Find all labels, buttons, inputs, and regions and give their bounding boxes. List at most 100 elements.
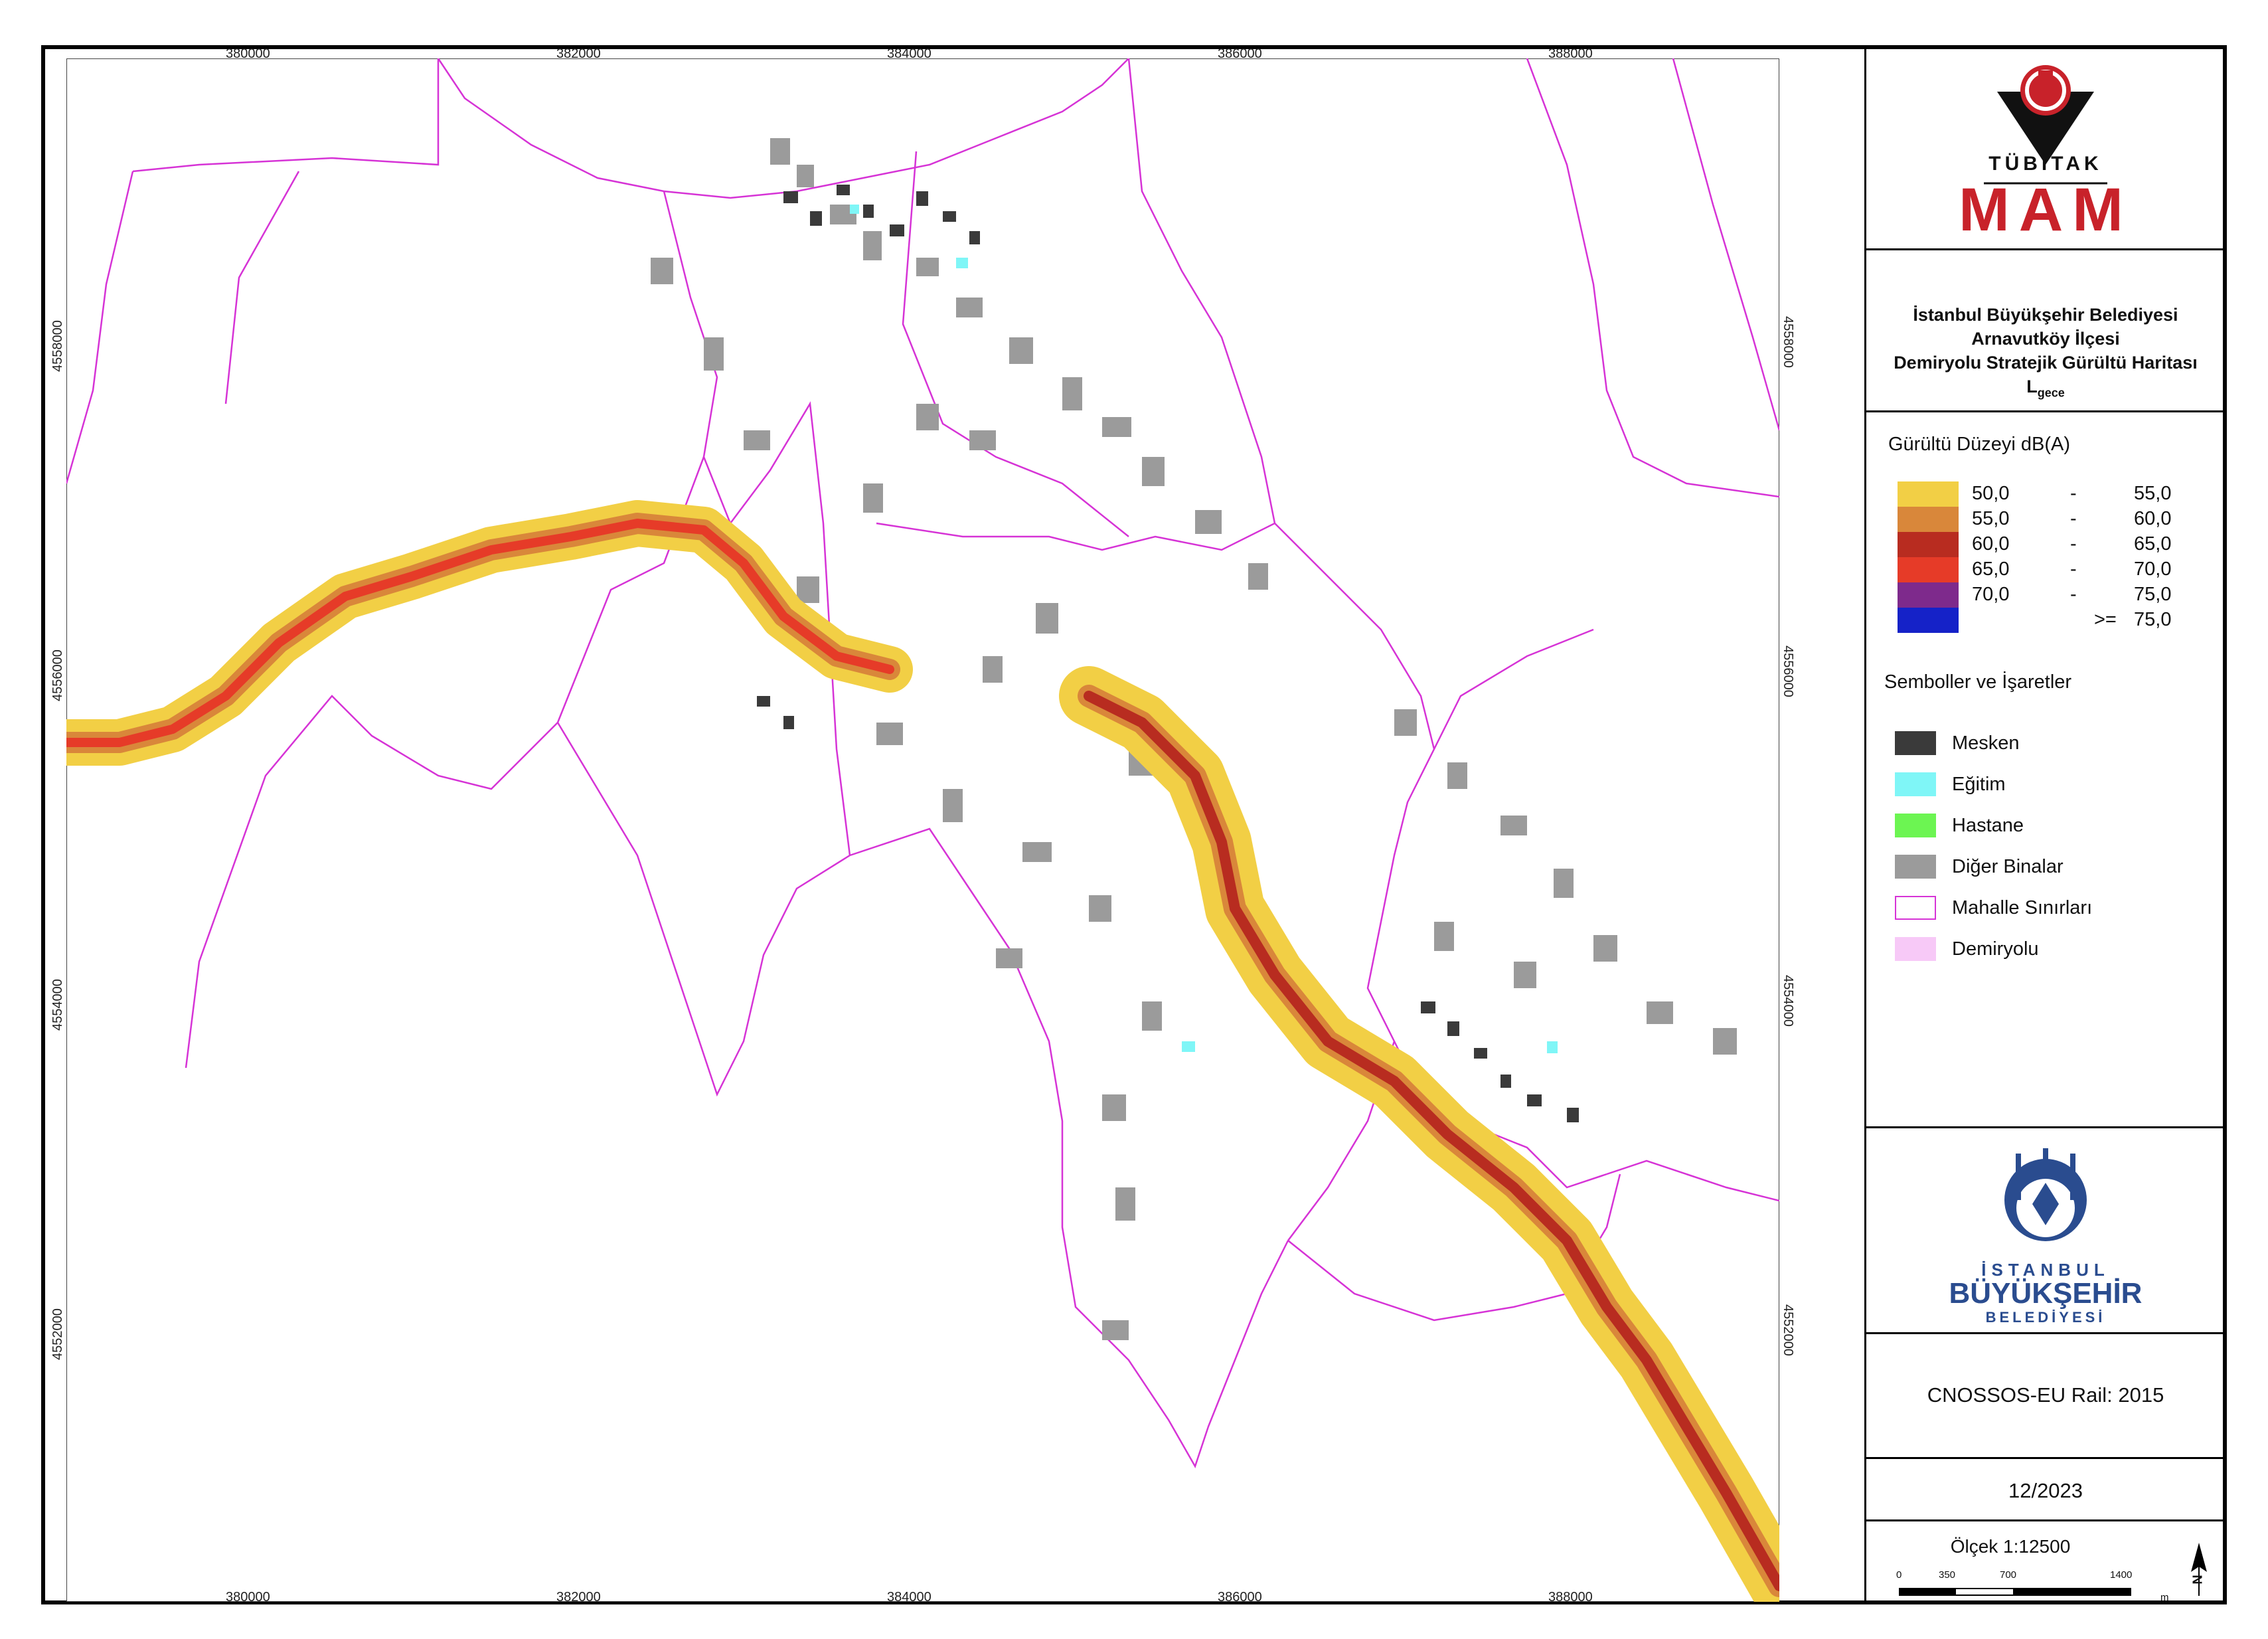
x-tick-bottom: 382000 [556, 1590, 601, 1604]
education-swatch [1895, 772, 1936, 796]
range-low: 65,0 [1972, 559, 2010, 580]
range-low: 70,0 [1972, 584, 2010, 605]
noise-range-row: 50,0 - 55,0 [1898, 481, 2203, 507]
ibb-emblem-icon [2004, 1148, 2087, 1241]
x-tick-bottom: 386000 [1218, 1590, 1262, 1604]
x-tick-bottom: 380000 [226, 1590, 270, 1604]
noise-swatch [1898, 481, 1959, 507]
range-low: 50,0 [1972, 483, 2010, 504]
noise-swatch [1898, 557, 1959, 582]
title-metric: L [2026, 377, 2038, 396]
noise-range-row: 60,0 - 65,0 [1898, 532, 2203, 557]
outer-frame [41, 45, 2227, 1604]
title-line-1: İstanbul Büyükşehir Belediyesi [1913, 305, 2178, 325]
y-tick-left: 4556000 [50, 649, 65, 701]
symbol-label: Eğitim [1952, 774, 2006, 795]
ibb-logo-block: İSTANBUL BÜYÜKŞEHİR BELEDİYESİ [1864, 1126, 2227, 1332]
range-sep: >= [2094, 609, 2117, 630]
x-tick-top: 384000 [887, 46, 932, 61]
ibb-line-2: BÜYÜKŞEHİR [1949, 1277, 2143, 1310]
title-line-3: Demiryolu Stratejik Gürültü Haritası [1894, 353, 2198, 373]
tubitak-emblem-icon [1984, 65, 2107, 185]
boundary-swatch [1895, 896, 1936, 920]
legend-block: Gürültü Düzeyi dB(A) 50,0 - 55,0 55,0 - … [1864, 410, 2227, 1126]
x-tick-top: 388000 [1548, 46, 1593, 61]
x-tick-bottom: 388000 [1548, 1590, 1593, 1604]
range-high: 75,0 [2134, 609, 2172, 630]
noise-swatch [1898, 507, 1959, 532]
y-tick-right: 4554000 [1781, 975, 1795, 1027]
x-tick-bottom: 384000 [887, 1590, 932, 1604]
range-sep: - [2070, 483, 2077, 504]
title-line-2: Arnavutköy İlçesi [1971, 329, 2120, 349]
range-sep: - [2070, 533, 2077, 555]
railway-noise-west [66, 500, 913, 766]
y-tick-right: 4556000 [1781, 646, 1795, 697]
noise-range-row: >= 75,0 [1898, 608, 2203, 633]
title-metric-sub: gece [2037, 386, 2065, 400]
range-high: 75,0 [2134, 584, 2172, 605]
noise-range-row: 70,0 - 75,0 [1898, 582, 2203, 608]
range-low: 55,0 [1972, 508, 2010, 529]
symbol-label: Demiryolu [1952, 938, 2039, 960]
range-sep: - [2070, 508, 2077, 529]
date-block: 12/2023 [1864, 1457, 2227, 1519]
noise-range-row: 55,0 - 60,0 [1898, 507, 2203, 532]
y-tick-right: 4552000 [1781, 1304, 1795, 1356]
ibb-line-1: İSTANBUL [1981, 1260, 2110, 1280]
symbol-label: Diğer Binalar [1952, 856, 2064, 877]
symbol-label: Hastane [1952, 815, 2024, 836]
residential-buildings [757, 185, 1579, 1122]
hospital-swatch [1895, 814, 1936, 837]
y-tick-left: 4552000 [50, 1308, 65, 1360]
symbol-label: Mesken [1952, 733, 2020, 754]
railway-noise-east [1059, 666, 1779, 1602]
title-line-4: Lgece [1864, 377, 2227, 400]
education-buildings [850, 205, 1558, 1053]
symbol-label: Mahalle Sınırları [1952, 897, 2093, 918]
north-label: N [2190, 1575, 2206, 1585]
range-sep: - [2070, 584, 2077, 605]
x-tick-top: 386000 [1218, 46, 1262, 61]
tubitak-text: TÜBİTAK [1988, 153, 2103, 175]
noise-swatch [1898, 608, 1959, 633]
x-tick-top: 380000 [226, 46, 270, 61]
scale-tick: 1400 [2110, 1569, 2133, 1581]
scale-bar [1899, 1588, 2131, 1596]
residential-swatch [1895, 731, 1936, 755]
scale-tick: 0 [1896, 1569, 1902, 1581]
x-tick-top: 382000 [556, 46, 601, 61]
north-arrow-icon [2191, 1543, 2207, 1596]
range-high: 60,0 [2134, 508, 2172, 529]
title-block: İstanbul Büyükşehir Belediyesi Arnavutkö… [1864, 248, 2227, 410]
mam-text: MAM [1959, 176, 2133, 244]
other-buildings-swatch [1895, 855, 1936, 879]
neighbourhood-boundaries [66, 58, 1779, 1469]
scale-label: Ölçek 1:12500 [1950, 1536, 2071, 1557]
ibb-line-3: BELEDİYESİ [1985, 1309, 2106, 1326]
y-tick-left: 4558000 [50, 320, 65, 372]
range-low: 60,0 [1972, 533, 2010, 555]
range-high: 55,0 [2134, 483, 2172, 504]
noise-swatch [1898, 532, 1959, 557]
railway-swatch [1895, 937, 1936, 961]
range-high: 65,0 [2134, 533, 2172, 555]
range-sep: - [2070, 559, 2077, 580]
map-canvas[interactable] [66, 58, 1779, 1602]
symbols-legend-heading: Semboller ve İşaretler [1884, 671, 2072, 693]
noise-range-row: 65,0 - 70,0 [1898, 557, 2203, 582]
model-block: CNOSSOS-EU Rail: 2015 [1864, 1332, 2227, 1457]
model-text: CNOSSOS-EU Rail: 2015 [1927, 1383, 2164, 1407]
scale-tick: 700 [2000, 1569, 2017, 1581]
scale-tick: 350 [1939, 1569, 1956, 1581]
tubitak-mam-logo: TÜBİTAK MAM [1864, 45, 2227, 248]
y-tick-right: 4558000 [1781, 316, 1795, 368]
date-text: 12/2023 [2008, 1479, 2083, 1502]
scale-block: Ölçek 1:12500 0 350 700 1400 m N [1864, 1519, 2227, 1604]
y-tick-left: 4554000 [50, 979, 65, 1031]
legend-panel: TÜBİTAK MAM İstanbul Büyükşehir Belediye… [1864, 45, 2227, 1604]
noise-legend-heading: Gürültü Düzeyi dB(A) [1888, 434, 2070, 455]
noise-swatch [1898, 582, 1959, 608]
scale-unit: m [2160, 1592, 2169, 1603]
